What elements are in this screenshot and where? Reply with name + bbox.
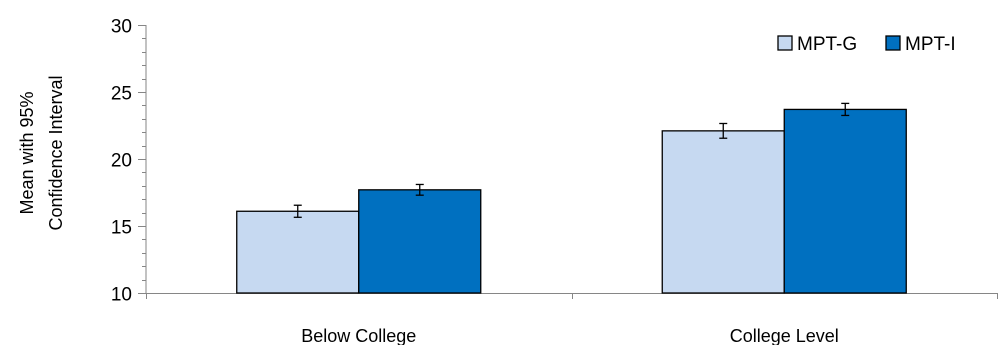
- y-tick-label: 30: [111, 17, 132, 38]
- x-tick-label: College Level: [730, 326, 839, 345]
- y-axis-title-line-1: Mean with 95%: [17, 91, 37, 214]
- bars: [236, 108, 907, 294]
- x-axis: Below College College Level: [146, 293, 998, 345]
- y-axis: 10 15 20 25 30: [111, 17, 147, 306]
- x-tick-label: Below College: [301, 326, 416, 345]
- bar: [661, 130, 785, 294]
- y-axis-title: Mean with 95% Confidence Interval: [17, 75, 66, 230]
- legend-label: MPT-I: [905, 34, 956, 55]
- legend: MPT-G MPT-I: [777, 34, 956, 55]
- bar: [358, 189, 482, 294]
- y-tick-label: 20: [111, 151, 132, 172]
- y-tick-label: 10: [111, 285, 132, 306]
- error-bars: [293, 102, 850, 218]
- bar: [236, 210, 360, 294]
- y-tick-label: 25: [111, 84, 132, 105]
- legend-swatch: [777, 35, 793, 51]
- y-axis-title-line-2: Confidence Interval: [46, 75, 66, 230]
- bar: [783, 108, 907, 294]
- legend-label: MPT-G: [797, 34, 857, 55]
- legend-swatch: [885, 35, 901, 51]
- y-tick-label: 15: [111, 218, 132, 239]
